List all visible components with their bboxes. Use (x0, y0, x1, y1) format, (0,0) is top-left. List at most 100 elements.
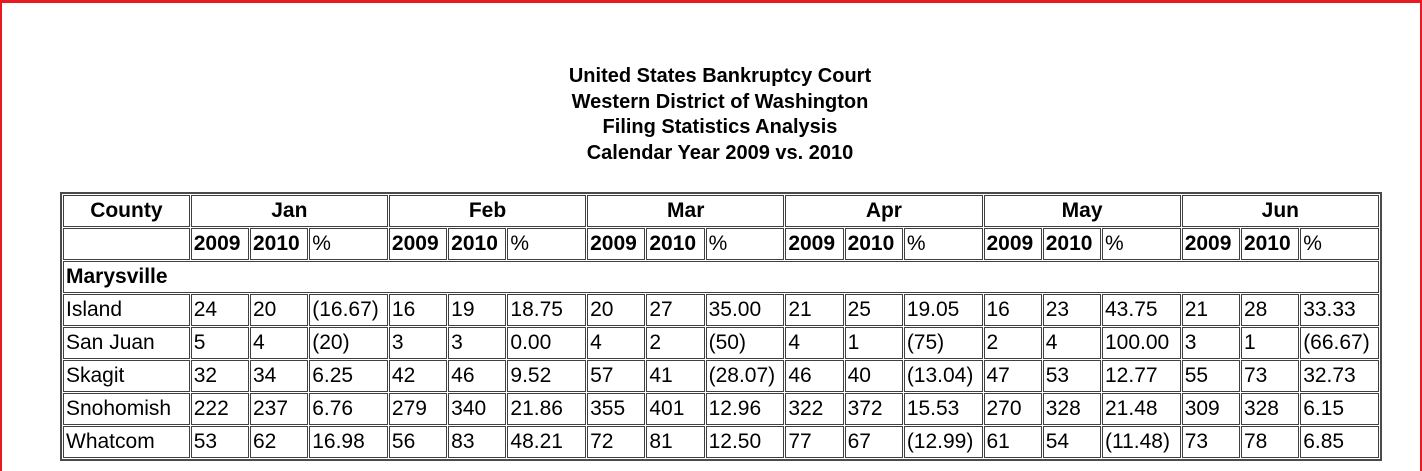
table-row: Whatcom 53 62 16.98 56 83 48.21 72 81 12.50 77 67 (1… (63, 426, 1379, 458)
subheader-may-2009: 2009 (983, 228, 1042, 260)
cell-may-pct: 43.75 (1102, 294, 1181, 326)
cell-jun-2009: 21 (1181, 294, 1240, 326)
county-name-cell: Skagit (63, 360, 190, 392)
cell-jan-2009: 32 (190, 360, 249, 392)
cell-jan-2009: 24 (190, 294, 249, 326)
cell-jun-2009: 309 (1181, 393, 1240, 425)
subheader-mar-2009: 2009 (587, 228, 646, 260)
cell-feb-2009: 16 (388, 294, 448, 326)
cell-apr-2009: 77 (785, 426, 844, 458)
cell-apr-2010: 67 (844, 426, 903, 458)
subheader-jan-2009: 2009 (190, 228, 249, 260)
cell-mar-pct: (50) (705, 327, 785, 359)
cell-may-2010: 4 (1042, 327, 1101, 359)
subheader-mar-2010: 2010 (646, 228, 705, 260)
month-header-apr: Apr (785, 195, 983, 227)
cell-jun-pct: (66.67) (1300, 327, 1379, 359)
month-header-jan: Jan (190, 195, 388, 227)
cell-feb-2009: 42 (388, 360, 448, 392)
cell-jun-2009: 73 (1181, 426, 1240, 458)
subheader-feb-2010: 2010 (448, 228, 507, 260)
subheader-jun-pct: % (1300, 228, 1379, 260)
cell-mar-2010: 401 (646, 393, 705, 425)
cell-jan-2009: 222 (190, 393, 249, 425)
cell-jun-2010: 328 (1240, 393, 1300, 425)
heading-court: United States Bankruptcy Court (568, 65, 872, 87)
cell-mar-2009: 4 (587, 327, 646, 359)
cell-may-2010: 23 (1042, 294, 1101, 326)
cell-apr-pct: (12.99) (903, 426, 983, 458)
cell-feb-2010: 46 (448, 360, 507, 392)
subheader-apr-pct: % (903, 228, 983, 260)
cell-apr-2009: 21 (785, 294, 844, 326)
cell-feb-pct: 9.52 (507, 360, 587, 392)
cell-jun-pct: 33.33 (1300, 294, 1379, 326)
subheader-jan-pct: % (309, 228, 388, 260)
cell-apr-pct: (75) (903, 327, 983, 359)
cell-feb-pct: 18.75 (507, 294, 587, 326)
cell-feb-2010: 83 (448, 426, 507, 458)
cell-mar-2009: 20 (587, 294, 646, 326)
subheader-apr-2009: 2009 (785, 228, 844, 260)
cell-feb-pct: 21.86 (507, 393, 587, 425)
cell-jan-2010: 62 (249, 426, 309, 458)
filing-statistics-table: County Jan Feb Mar Apr May Jun 2009 2010%… (60, 192, 1382, 461)
cell-jan-2010: 237 (249, 393, 309, 425)
cell-mar-pct: 12.50 (705, 426, 785, 458)
subheader-may-2010: 2010 (1042, 228, 1101, 260)
cell-jan-2009: 53 (190, 426, 249, 458)
month-header-jun: Jun (1181, 195, 1379, 227)
group-label-marysville: Marysville (63, 261, 1379, 293)
group-row: Marysville (63, 261, 1379, 293)
cell-jun-pct: 6.15 (1300, 393, 1379, 425)
cell-apr-2010: 372 (844, 393, 903, 425)
cell-apr-2010: 25 (844, 294, 903, 326)
cell-jun-pct: 32.73 (1300, 360, 1379, 392)
report-heading: United States Bankruptcy Court Western D… (0, 64, 1422, 166)
cell-apr-2009: 4 (785, 327, 844, 359)
subheader-jun-2009: 2009 (1181, 228, 1240, 260)
cell-mar-2009: 355 (587, 393, 646, 425)
county-column-header: County (63, 195, 190, 227)
cell-may-2009: 16 (983, 294, 1042, 326)
cell-mar-2009: 72 (587, 426, 646, 458)
cell-jan-pct: 16.98 (309, 426, 388, 458)
table-row: Snohomish 222 237 6.76 279 340 21.86 355 401 12.9… (63, 393, 1379, 425)
cell-jan-2010: 20 (249, 294, 309, 326)
cell-mar-2010: 81 (646, 426, 705, 458)
subheader-feb-2009: 2009 (388, 228, 448, 260)
cell-jan-pct: 6.25 (309, 360, 388, 392)
cell-apr-pct: 15.53 (903, 393, 983, 425)
cell-may-pct: 100.00 (1102, 327, 1181, 359)
county-name-cell: Snohomish (63, 393, 190, 425)
cell-mar-pct: (28.07) (705, 360, 785, 392)
subheader-jan-2010: 2010 (249, 228, 309, 260)
subheader-feb-pct: % (507, 228, 587, 260)
cell-mar-2010: 27 (646, 294, 705, 326)
cell-mar-pct: 12.96 (705, 393, 785, 425)
heading-district: Western District of Washington (571, 90, 869, 113)
cell-feb-pct: 48.21 (507, 426, 587, 458)
month-header-feb: Feb (388, 195, 587, 227)
table-body: Marysville Island 24 20 (16.67) 16 19 18.75 20 2… (63, 261, 1379, 458)
month-header-mar: Mar (587, 195, 785, 227)
subheader-apr-2010: 2010 (844, 228, 903, 260)
table-row: San Juan 5 4 (20) 3 3 0.00 4 2 (50) 4 1 (75) 2 4 100.00… (63, 327, 1379, 359)
cell-apr-2010: 40 (844, 360, 903, 392)
cell-jun-pct: 6.85 (1300, 426, 1379, 458)
cell-jun-2010: 78 (1240, 426, 1300, 458)
cell-may-2009: 61 (983, 426, 1042, 458)
cell-mar-2009: 57 (587, 360, 646, 392)
cell-jun-2009: 3 (1181, 327, 1240, 359)
subheader-mar-pct: % (705, 228, 785, 260)
table-row: Island 24 20 (16.67) 16 19 18.75 20 27 35.00 21 25 1… (63, 294, 1379, 326)
cell-may-pct: 12.77 (1102, 360, 1181, 392)
month-header-may: May (983, 195, 1181, 227)
subheader-jun-2010: 2010 (1240, 228, 1300, 260)
cell-may-pct: 21.48 (1102, 393, 1181, 425)
cell-may-2009: 2 (983, 327, 1042, 359)
cell-jan-2010: 4 (249, 327, 309, 359)
cell-apr-2009: 322 (785, 393, 844, 425)
cell-feb-2010: 3 (448, 327, 507, 359)
cell-may-2010: 53 (1042, 360, 1101, 392)
